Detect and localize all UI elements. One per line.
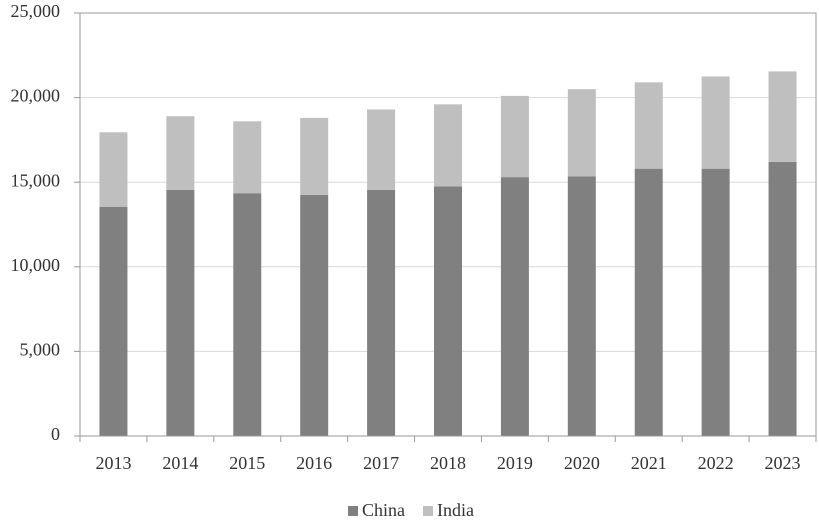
bar-segment [367, 189, 396, 436]
y-tick-label: 25,000 [11, 1, 61, 21]
bar-segment [634, 168, 663, 436]
bar-segment [701, 168, 730, 436]
bar-segment [99, 206, 128, 436]
x-tick-label: 2016 [296, 453, 332, 473]
legend-label: India [437, 500, 474, 520]
bar-segment [300, 117, 329, 195]
bar-segment [768, 71, 797, 162]
y-tick-label: 5,000 [20, 340, 61, 360]
bar-segment [367, 109, 396, 190]
bar-segment [768, 161, 797, 436]
bar-segment [99, 132, 128, 207]
y-tick-label: 10,000 [11, 255, 61, 275]
x-tick-label: 2018 [430, 453, 466, 473]
x-tick-label: 2013 [95, 453, 131, 473]
x-tick-label: 2017 [363, 453, 399, 473]
legend-swatch [348, 506, 358, 516]
bar-segment [166, 189, 195, 436]
bar-segment [434, 104, 462, 187]
x-tick-label: 2021 [631, 453, 667, 473]
x-tick-label: 2020 [564, 453, 600, 473]
legend-swatch [423, 506, 433, 516]
y-tick-label: 0 [51, 424, 60, 444]
bar-segment [567, 176, 596, 436]
x-tick-label: 2014 [162, 453, 198, 473]
bar-segment [300, 194, 329, 436]
x-tick-label: 2022 [698, 453, 734, 473]
bar-segment [166, 116, 195, 190]
bar-segment [567, 89, 596, 177]
bar-segment [701, 76, 730, 169]
bar-segment [233, 121, 262, 194]
x-tick-label: 2015 [229, 453, 265, 473]
bar-segment [233, 193, 262, 436]
bar-segment [500, 95, 529, 178]
bar-segment [434, 186, 462, 436]
x-tick-label: 2023 [765, 453, 801, 473]
y-tick-label: 20,000 [11, 86, 61, 106]
x-tick-label: 2019 [497, 453, 533, 473]
bar-segment [500, 177, 529, 436]
y-tick-label: 15,000 [11, 170, 61, 190]
legend-label: China [362, 500, 405, 520]
bar-segment [634, 82, 663, 169]
